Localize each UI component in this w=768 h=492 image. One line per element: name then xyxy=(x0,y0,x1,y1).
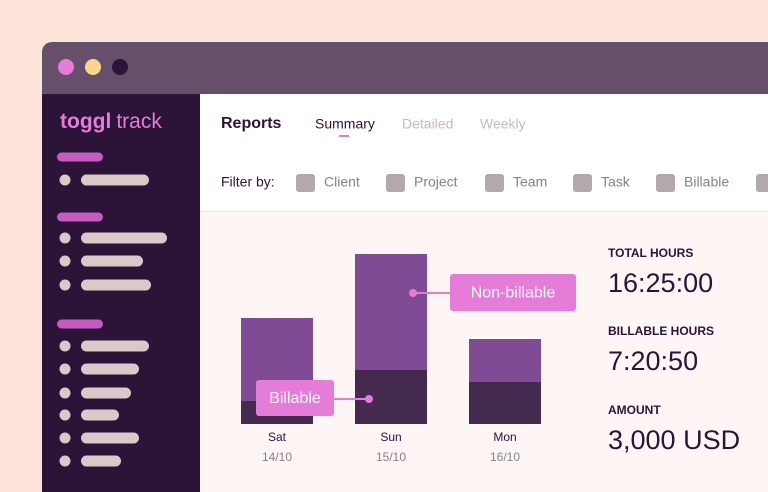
stats: TOTAL HOURS 16:25:00 BILLABLE HOURS 7:20:50… xyxy=(608,246,740,455)
tab[interactable]: Summary xyxy=(315,116,375,132)
logo-product: track xyxy=(116,110,162,133)
stat-value: 16:25:00 xyxy=(608,268,713,298)
nav-item[interactable] xyxy=(81,409,119,421)
nav-heading xyxy=(57,152,103,162)
legend-dot xyxy=(409,289,417,297)
nav-item[interactable] xyxy=(81,455,121,467)
nav-heading xyxy=(57,319,103,329)
chart: Sat 14/10 Sun 15/10 Mon 16/10 Billable Non-bill… xyxy=(241,254,576,464)
filter-icon xyxy=(386,174,405,192)
filter-icon xyxy=(756,174,768,192)
legend-box xyxy=(256,380,334,416)
legend-box xyxy=(450,274,576,311)
nav-dot xyxy=(59,432,71,444)
filter-label: Filter by: xyxy=(221,174,275,190)
tabs: Summary Detailed Weekly xyxy=(315,116,526,137)
logo-brand: toggl xyxy=(60,110,111,133)
nav-dot xyxy=(59,409,71,421)
logo[interactable]: toggl track xyxy=(60,110,162,133)
nav-heading xyxy=(57,212,103,222)
filter-icon xyxy=(296,174,315,192)
stat-label: TOTAL HOURS xyxy=(608,246,693,260)
stat-value: 7:20:50 xyxy=(608,346,698,376)
bar-segment xyxy=(469,382,541,424)
nav-item[interactable] xyxy=(81,387,131,399)
tab[interactable]: Weekly xyxy=(480,116,526,132)
legend-dot xyxy=(365,395,373,403)
stat-label: BILLABLE HOURS xyxy=(608,324,714,338)
x-tick-sublabel: 15/10 xyxy=(376,450,406,464)
filter-item[interactable]: Client xyxy=(324,174,360,190)
window-dot[interactable] xyxy=(85,59,101,75)
nav-item[interactable] xyxy=(81,363,139,375)
bar-segment xyxy=(469,339,541,382)
filter-item[interactable]: Team xyxy=(513,174,547,190)
filter-item[interactable]: Billable xyxy=(684,174,729,190)
nav-dot xyxy=(59,232,71,244)
nav-item[interactable] xyxy=(81,232,167,244)
filters: Client Project Team Task Billable xyxy=(296,174,768,192)
page-title: Reports xyxy=(221,115,282,132)
bar-segment xyxy=(355,254,427,370)
tab-indicator xyxy=(339,135,349,137)
nav-dot xyxy=(59,174,71,186)
nav-dot xyxy=(59,340,71,352)
stat-value: 3,000 USD xyxy=(608,425,740,455)
x-tick-label: Sun xyxy=(380,430,401,444)
filter-item[interactable]: Project xyxy=(414,174,458,190)
legend-label: Non-billable xyxy=(471,285,556,302)
x-tick-label: Mon xyxy=(493,430,516,444)
x-tick-label: Sat xyxy=(268,430,287,444)
nav-item[interactable] xyxy=(81,255,143,267)
x-tick-sublabel: 14/10 xyxy=(262,450,292,464)
tab[interactable]: Detailed xyxy=(402,116,453,132)
stat-label: AMOUNT xyxy=(608,403,661,417)
nav-item[interactable] xyxy=(81,340,149,352)
nav-dot xyxy=(59,387,71,399)
window-dot[interactable] xyxy=(112,59,128,75)
x-tick-sublabel: 16/10 xyxy=(490,450,520,464)
filter-icon xyxy=(573,174,592,192)
nav-dot xyxy=(59,363,71,375)
filter-item[interactable]: Task xyxy=(601,174,631,190)
nav-item[interactable] xyxy=(81,279,151,291)
nav-dot xyxy=(59,255,71,267)
window-dot[interactable] xyxy=(58,59,74,75)
filter-icon xyxy=(485,174,504,192)
nav-item[interactable] xyxy=(81,174,149,186)
sidebar-nav xyxy=(57,152,167,467)
nav-item[interactable] xyxy=(81,432,139,444)
nav-dot xyxy=(59,279,71,291)
filter-icon xyxy=(656,174,675,192)
nav-dot xyxy=(59,455,71,467)
legend-label: Billable xyxy=(269,390,321,407)
